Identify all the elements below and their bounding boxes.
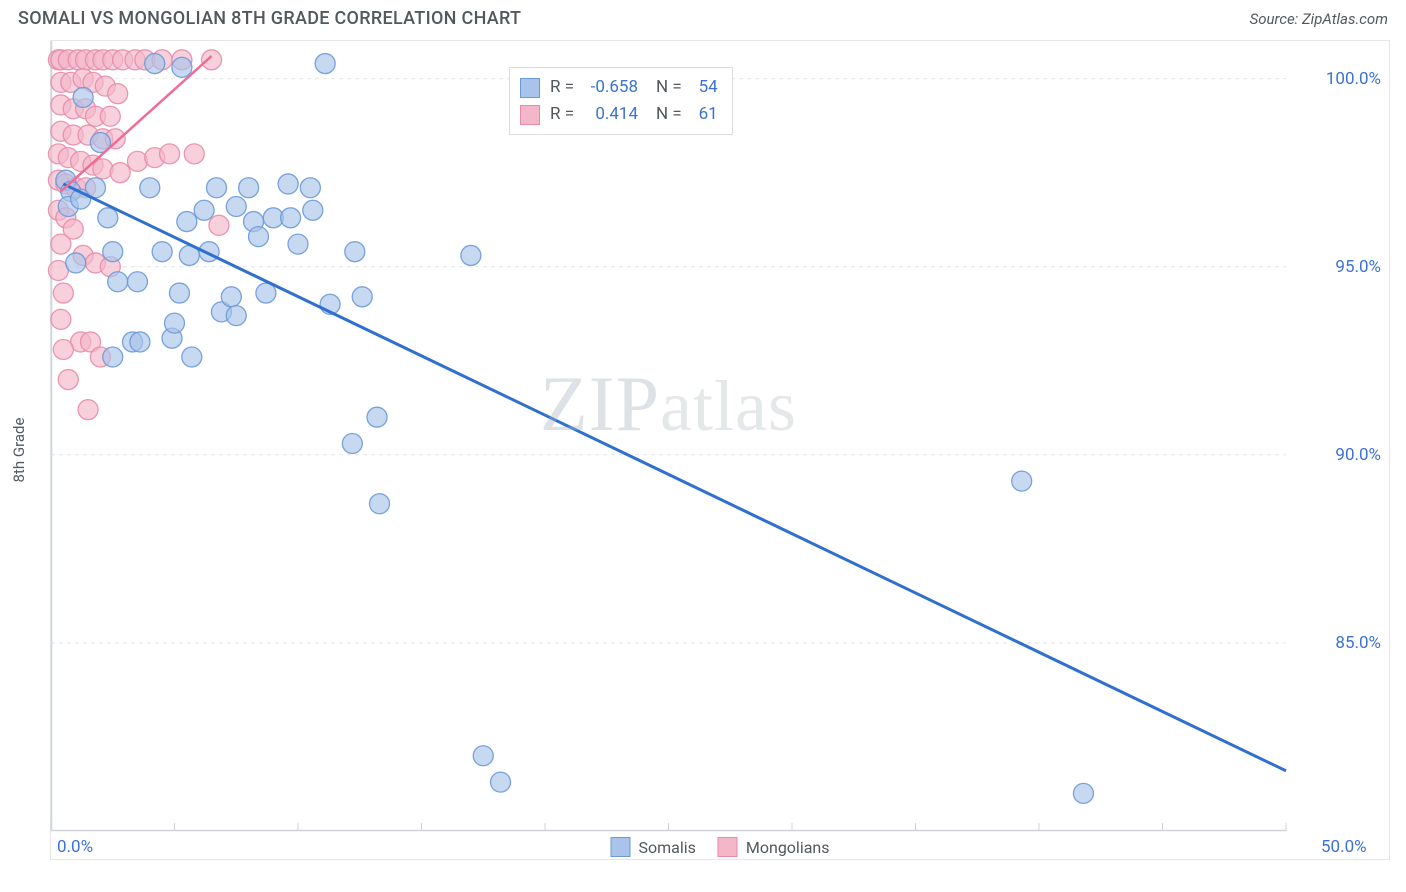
legend-swatch: [610, 837, 630, 857]
y-tick-label: 90.0%: [1335, 445, 1381, 465]
data-point: [342, 434, 362, 454]
data-point: [58, 370, 78, 390]
data-point: [73, 87, 93, 107]
y-tick-label: 95.0%: [1335, 257, 1381, 277]
legend-stats-row: R = -0.658 N = 54: [520, 74, 718, 101]
data-point: [315, 54, 335, 74]
data-point: [1012, 471, 1032, 491]
legend-swatch: [520, 105, 540, 125]
data-point: [160, 144, 180, 164]
legend-swatch: [718, 837, 738, 857]
data-point: [345, 242, 365, 262]
stat-r-value: 0.414: [584, 101, 638, 128]
chart-header: SOMALI VS MONGOLIAN 8TH GRADE CORRELATIO…: [0, 0, 1406, 37]
data-point: [169, 283, 189, 303]
data-point: [165, 313, 185, 333]
data-point: [145, 54, 165, 74]
legend-stats: R = -0.658 N = 54 R = 0.414 N = 61: [509, 67, 733, 135]
data-point: [281, 208, 301, 228]
data-point: [127, 151, 147, 171]
legend-stats-row: R = 0.414 N = 61: [520, 101, 718, 128]
legend-item: Somalis: [610, 837, 695, 857]
data-point: [226, 306, 246, 326]
data-point: [473, 746, 493, 766]
data-point: [303, 200, 323, 220]
data-point: [51, 234, 71, 254]
data-point: [110, 163, 130, 183]
legend-label: Mongolians: [746, 838, 830, 857]
data-point: [248, 227, 268, 247]
legend-item: Mongolians: [718, 837, 830, 857]
plot-area: ZIPatlas: [51, 41, 1286, 831]
data-point: [278, 174, 298, 194]
data-point: [53, 283, 73, 303]
data-point: [194, 200, 214, 220]
data-point: [140, 178, 160, 198]
data-point: [130, 332, 150, 352]
chart-svg: [51, 41, 1286, 831]
data-point: [100, 106, 120, 126]
data-point: [209, 215, 229, 235]
data-point: [202, 50, 222, 70]
trend-line: [63, 184, 1286, 771]
data-point: [152, 242, 172, 262]
data-point: [206, 178, 226, 198]
data-point: [108, 272, 128, 292]
data-point: [1073, 783, 1093, 803]
data-point: [51, 309, 71, 329]
stat-n-label: N =: [656, 74, 682, 101]
legend-label: Somalis: [638, 838, 695, 857]
stat-r-value: -0.658: [584, 74, 638, 101]
data-point: [461, 245, 481, 265]
data-point: [226, 197, 246, 217]
chart-container: 8th Grade ZIPatlas 85.0%90.0%95.0%100.0%…: [50, 40, 1390, 860]
data-point: [172, 57, 192, 77]
chart-source: Source: ZipAtlas.com: [1250, 10, 1388, 28]
data-point: [239, 178, 259, 198]
y-tick-label: 85.0%: [1335, 633, 1381, 653]
y-tick-labels: 85.0% 90.0% 95.0% 100.0%: [1291, 41, 1381, 831]
stat-n-value: 61: [692, 101, 718, 128]
data-point: [367, 407, 387, 427]
data-point: [352, 287, 372, 307]
data-point: [184, 144, 204, 164]
data-point: [221, 287, 241, 307]
x-tick-label: 0.0%: [57, 837, 93, 857]
y-tick-label: 100.0%: [1326, 69, 1381, 89]
data-point: [103, 242, 123, 262]
data-point: [53, 339, 73, 359]
data-point: [66, 253, 86, 273]
data-point: [103, 347, 123, 367]
data-point: [177, 212, 197, 232]
stat-n-label: N =: [656, 101, 682, 128]
chart-title: SOMALI VS MONGOLIAN 8TH GRADE CORRELATIO…: [18, 8, 521, 29]
y-axis-label: 8th Grade: [10, 418, 28, 483]
x-tick-label: 50.0%: [1321, 837, 1367, 857]
stat-r-label: R =: [550, 101, 574, 128]
stat-n-value: 54: [692, 74, 718, 101]
legend-series: Somalis Mongolians: [610, 837, 829, 857]
stat-r-label: R =: [550, 74, 574, 101]
data-point: [182, 347, 202, 367]
data-point: [98, 208, 118, 228]
data-point: [93, 159, 113, 179]
data-point: [491, 772, 511, 792]
data-point: [108, 84, 128, 104]
data-point: [288, 234, 308, 254]
legend-swatch: [520, 78, 540, 98]
data-point: [78, 400, 98, 420]
data-point: [127, 272, 147, 292]
data-point: [370, 494, 390, 514]
data-point: [300, 178, 320, 198]
